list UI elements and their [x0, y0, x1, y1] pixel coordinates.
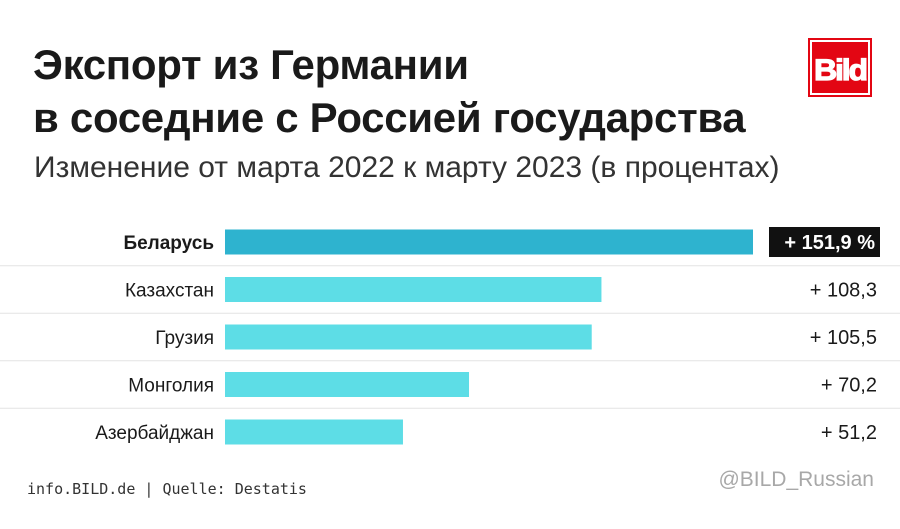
category-label: Казахстан	[125, 281, 214, 302]
bar	[225, 419, 403, 445]
bild-logo: Bild	[808, 38, 872, 97]
bar	[225, 324, 592, 350]
social-handle: @BILD_Russian	[718, 468, 874, 491]
bar	[225, 277, 602, 302]
title-line-1: Экспорт из Германии	[33, 41, 469, 88]
value-label: + 108,3	[810, 280, 877, 302]
source-note: info.BILD.de | Quelle: Destatis	[27, 480, 307, 498]
category-label: Азербайджан	[95, 423, 214, 444]
value-label: + 105,5	[810, 327, 877, 349]
chart-title: Экспорт из Германии в соседние с Россией…	[33, 38, 746, 144]
bar	[225, 229, 753, 255]
bild-logo-background	[808, 38, 872, 97]
bild-logo-text: Bild	[814, 54, 867, 87]
title-line-2: в соседние с Россией государства	[33, 94, 746, 141]
value-label: + 70,2	[821, 375, 877, 397]
category-label: Монголия	[128, 376, 214, 397]
category-label: Грузия	[155, 328, 214, 349]
chart-subtitle: Изменение от марта 2022 к марту 2023 (в …	[34, 151, 780, 184]
bar	[225, 372, 470, 397]
value-label-box	[769, 227, 880, 257]
category-label: Беларусь	[123, 233, 214, 254]
value-label: + 51,2	[821, 422, 877, 444]
bar-chart: Беларусь + 151,9 % Казахстан + 108,3 Грузия +…	[0, 227, 900, 445]
value-label: + 151,9 %	[784, 232, 875, 254]
